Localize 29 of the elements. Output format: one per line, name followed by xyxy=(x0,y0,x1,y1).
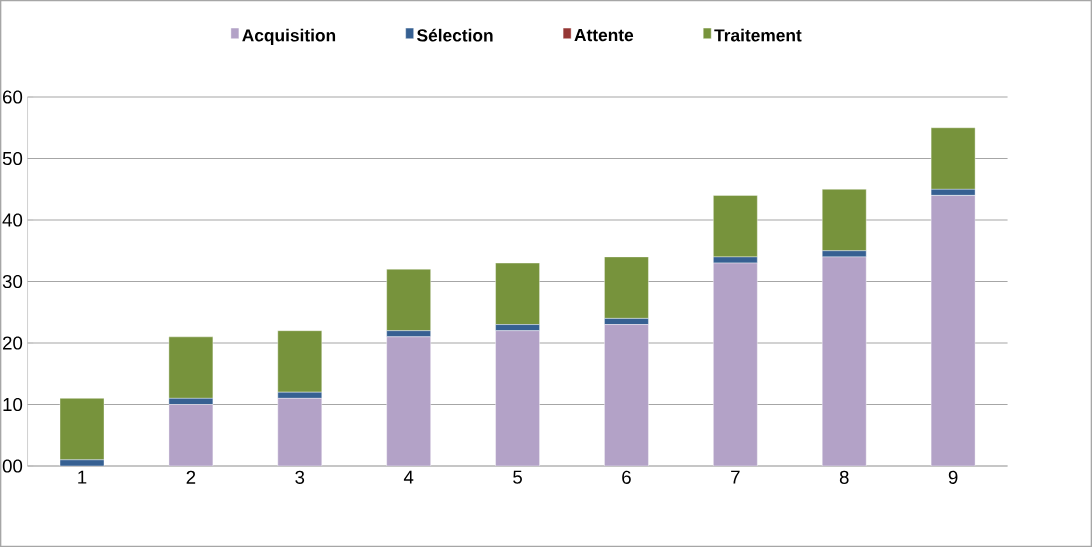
bar xyxy=(930,195,976,466)
y-tick-label: 30 xyxy=(2,274,23,289)
y-tick-label: 40 xyxy=(2,213,23,227)
bar xyxy=(713,262,758,466)
y-tick-label: 10 xyxy=(3,397,23,412)
legend-label: Acquisition xyxy=(242,28,336,45)
bar xyxy=(168,404,214,466)
y-tick-label: 20 xyxy=(3,336,23,350)
legend-label: Attente xyxy=(574,29,634,42)
x-tick-label: 5 xyxy=(513,470,522,484)
x-tick-label: 6 xyxy=(622,470,631,484)
bar xyxy=(822,256,867,466)
legend-label: Sélection xyxy=(417,28,493,42)
bar xyxy=(604,324,649,466)
y-tick-label: 50 xyxy=(2,151,23,166)
x-tick-label: 4 xyxy=(403,470,414,484)
x-tick-label: 9 xyxy=(948,470,958,484)
bar xyxy=(277,398,322,466)
x-tick-label: 7 xyxy=(731,470,740,484)
x-tick-label: 2 xyxy=(186,470,196,484)
bar xyxy=(386,336,431,466)
x-tick-label: 3 xyxy=(295,470,305,484)
bar xyxy=(713,195,758,258)
bar xyxy=(495,330,540,466)
y-tick-label: 00 xyxy=(2,459,23,473)
x-tick-label: 1 xyxy=(78,470,87,484)
legend-label: Traitement xyxy=(714,28,802,42)
x-tick-label: 8 xyxy=(839,470,849,484)
y-tick-label: 60 xyxy=(3,90,23,104)
